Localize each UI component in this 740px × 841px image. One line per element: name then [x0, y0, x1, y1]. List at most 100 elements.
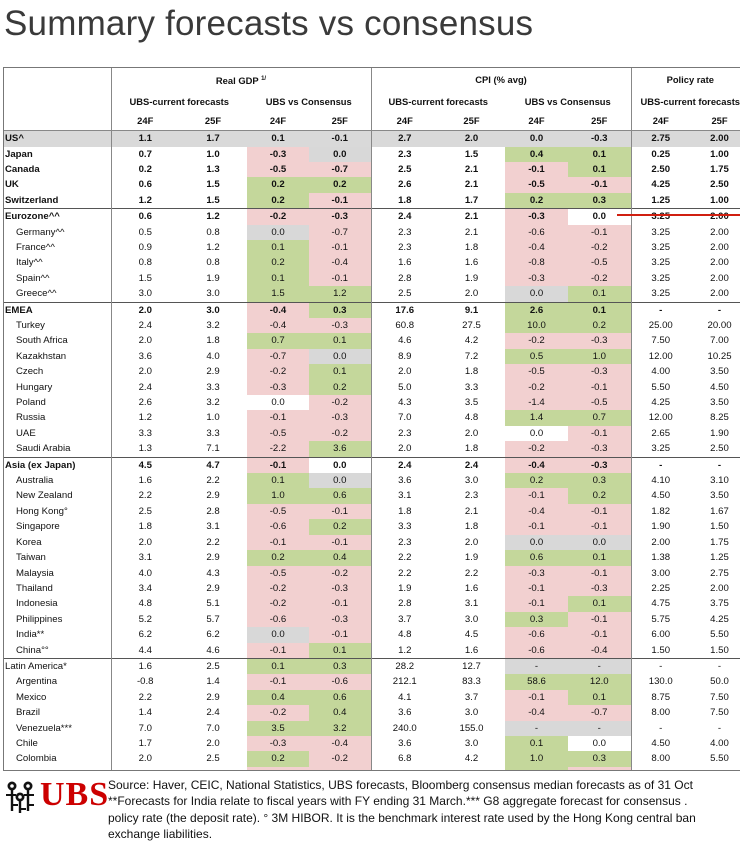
- data-cell: -0.1: [568, 224, 632, 240]
- data-cell: 12.0: [568, 674, 632, 690]
- country-row: Latin America* 1.6 2.5 0.1 0.3 28.2 12.7- - - -: [4, 657, 740, 675]
- data-cell: 2.50: [710, 443, 729, 455]
- data-cell: 1.00: [710, 148, 729, 160]
- data-cell: -0.3: [247, 379, 309, 396]
- data-cell: 1.5: [206, 179, 220, 191]
- data-cell: 2.6: [398, 179, 412, 191]
- data-cell: 0.6: [138, 179, 152, 191]
- data-cell: 2.00: [710, 272, 729, 284]
- country-label: Korea: [4, 534, 112, 551]
- year-header: 24F: [247, 111, 309, 132]
- country-row: South Africa 2.0 1.8 0.7 0.1 4.6 4.2 -0.2 -0.3 7.…: [4, 333, 740, 349]
- data-cell: 0.9: [138, 241, 152, 253]
- country-row: Greece^^ 3.0 3.0 1.5 1.2 2.5 2.0 0.0 0.1 3.25 2.00: [4, 286, 740, 303]
- data-cell: 1.8: [398, 194, 412, 206]
- data-cell: -0.1: [568, 379, 632, 396]
- data-cell: 3.3: [398, 521, 412, 533]
- gdp-ubs-vs-consensus-header: UBS vs Consensus: [247, 92, 372, 112]
- data-cell: 1.90: [651, 521, 671, 533]
- data-cell: 2.1: [464, 505, 479, 517]
- data-cell: 7.1: [206, 443, 220, 455]
- data-cell: 2.9: [206, 582, 220, 594]
- data-cell: 1.6: [398, 257, 412, 269]
- data-cell: -0.2: [309, 425, 372, 442]
- data-cell: 3.1: [138, 552, 152, 564]
- data-cell: 2.2: [138, 490, 152, 502]
- data-cell: -0.4: [505, 503, 568, 520]
- country-label: UK: [4, 177, 112, 193]
- data-cell: 0.2: [247, 177, 309, 193]
- country-label: Taiwan: [4, 550, 112, 566]
- data-cell: 1.8: [464, 366, 479, 378]
- data-cell: 4.4: [138, 644, 152, 656]
- data-cell: 3.6: [398, 475, 412, 487]
- data-cell: 8.9: [398, 350, 412, 362]
- data-cell: 1.82: [651, 505, 671, 517]
- footer-note-line: **Forecasts for India relate to fiscal y…: [108, 794, 688, 808]
- data-cell: 0.1: [247, 239, 309, 256]
- data-cell: 3.3: [138, 427, 152, 439]
- data-cell: 1.8: [464, 241, 479, 253]
- data-cell: 3.25: [651, 257, 671, 269]
- data-cell: 0.1: [247, 130, 309, 147]
- data-cell: -0.5: [505, 364, 568, 380]
- country-row: Turkey 2.4 3.2 -0.4 -0.3 60.8 27.5 10.0 0.2 25.00…: [4, 318, 740, 334]
- data-cell: 0.4: [309, 550, 372, 566]
- data-cell: 8.00: [651, 753, 671, 765]
- year-header: 25F: [690, 111, 740, 132]
- data-cell: 4.2: [464, 753, 479, 765]
- data-cell: 0.3: [505, 766, 568, 770]
- data-cell: 0.7: [138, 148, 152, 160]
- country-row: Indonesia 4.8 5.1 -0.2 -0.1 2.8 3.1 -0.1 0.1 4.75…: [4, 596, 740, 612]
- data-cell: 0.1: [568, 689, 632, 706]
- source-footer: UBS Source: Haver, CEIC, National Statis…: [0, 770, 740, 841]
- data-cell: -0.1: [505, 596, 568, 612]
- data-cell: 2.4: [138, 320, 152, 331]
- data-cell: 0.1: [247, 473, 309, 489]
- data-cell: -0.5: [568, 255, 632, 271]
- data-cell: 1.8: [464, 521, 479, 533]
- data-cell: -0.1: [505, 488, 568, 504]
- data-cell: 0.7: [247, 333, 309, 349]
- data-cell: 1.2: [138, 194, 152, 206]
- data-cell: 3.25: [651, 288, 671, 300]
- data-cell: 1.5: [247, 286, 309, 303]
- data-cell: -0.1: [309, 192, 372, 209]
- country-label: Switzerland: [4, 192, 112, 209]
- data-cell: 2.9: [206, 490, 220, 502]
- data-cell: -0.1: [247, 534, 309, 551]
- data-cell: 1.5: [464, 148, 479, 160]
- data-cell: -0.1: [247, 674, 309, 690]
- data-cell: 0.0: [505, 425, 568, 442]
- data-cell: -0.1: [309, 130, 372, 147]
- data-cell: 3.7: [398, 613, 412, 625]
- data-cell: 3.6: [138, 350, 152, 362]
- data-cell: -0.2: [505, 379, 568, 396]
- data-cell: -0.1: [309, 270, 372, 287]
- data-cell: 2.3: [398, 536, 412, 548]
- data-cell: 1.00: [710, 194, 729, 206]
- subgroup-header-row: UBS-current forecasts UBS vs Consensus U…: [4, 92, 740, 112]
- data-cell: 3.5: [371, 767, 438, 770]
- data-cell: 5.75: [651, 613, 671, 625]
- data-cell: 3.25: [631, 208, 691, 225]
- data-cell: 4.3: [398, 397, 412, 409]
- data-cell: 3.0: [464, 707, 479, 719]
- data-cell: 3.1: [398, 490, 412, 502]
- data-cell: -0.1: [309, 503, 372, 520]
- data-cell: -0.3: [309, 410, 372, 426]
- data-cell: 0.1: [309, 642, 372, 659]
- data-cell: 0.1: [247, 657, 309, 675]
- data-cell: 4.8: [398, 629, 412, 641]
- data-cell: -: [631, 301, 691, 318]
- data-cell: 1.6: [464, 582, 479, 594]
- data-cell: 2.4: [438, 767, 505, 770]
- data-cell: 0.8: [206, 257, 220, 269]
- data-cell: 6.8: [398, 753, 412, 765]
- data-cell: 3.0: [464, 613, 479, 625]
- country-label: Latin America*: [4, 657, 112, 675]
- data-cell: -0.1: [309, 239, 372, 256]
- country-label: Hong Kong°: [4, 503, 112, 520]
- country-row: Hong Kong° 2.5 2.8 -0.5 -0.1 1.8 2.1 -0.4 -0.1 1.…: [4, 503, 740, 520]
- country-row: Italy^^ 0.8 0.8 0.2 -0.4 1.6 1.6 -0.8 -0.5 3.25 2.…: [4, 255, 740, 271]
